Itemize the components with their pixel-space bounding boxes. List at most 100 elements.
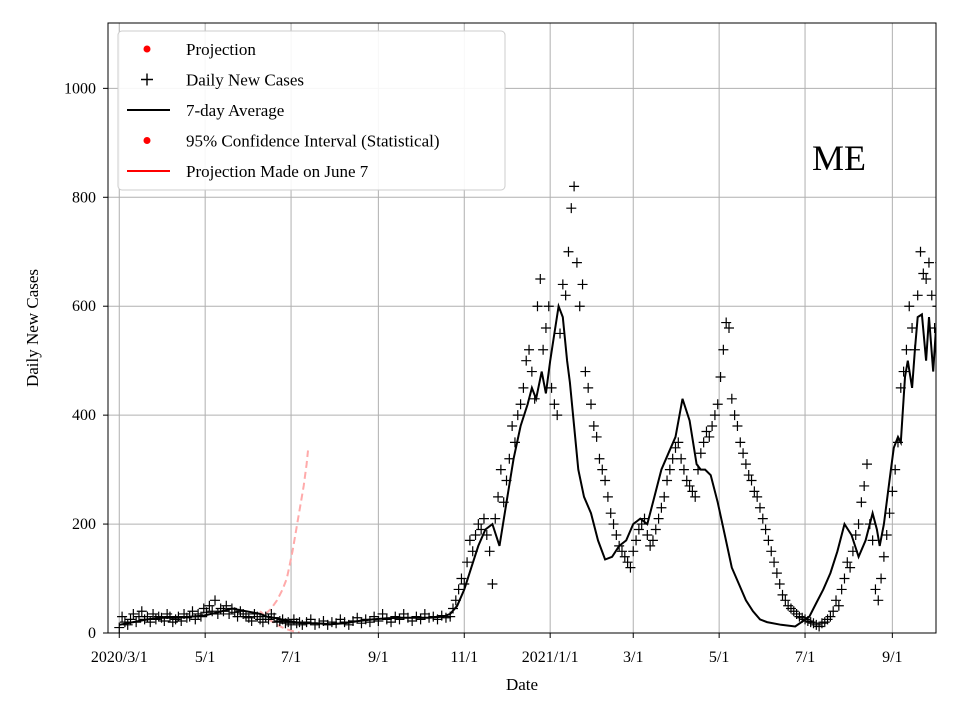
daily-case-marker (645, 540, 656, 551)
daily-case-marker (904, 301, 915, 312)
daily-case-marker (394, 614, 405, 625)
x-axis-label: Date (506, 675, 538, 694)
daily-case-marker (659, 491, 670, 502)
daily-case-marker (929, 323, 936, 333)
daily-case-marker (597, 464, 608, 475)
daily-case-marker (495, 464, 506, 475)
daily-case-marker (128, 608, 139, 619)
daily-case-marker (605, 508, 616, 519)
legend-box (117, 30, 506, 191)
daily-case-marker (780, 595, 791, 606)
daily-case-marker (512, 410, 523, 421)
daily-case-marker (757, 513, 768, 524)
daily-case-marker (518, 382, 529, 393)
daily-case-marker (752, 491, 763, 502)
x-tick-label: 5/1 (195, 649, 215, 666)
daily-case-marker (515, 399, 526, 410)
daily-case-marker (650, 524, 661, 535)
daily-case-marker (881, 529, 892, 540)
daily-case-marker (326, 617, 337, 628)
daily-case-marker (698, 437, 709, 448)
daily-case-marker (918, 268, 929, 279)
daily-case-marker (726, 393, 737, 404)
daily-case-marker (707, 421, 718, 432)
daily-case-marker (524, 344, 535, 355)
daily-case-marker (390, 611, 401, 622)
daily-case-marker (586, 399, 596, 410)
daily-case-marker (588, 421, 599, 432)
daily-case-marker (771, 568, 782, 579)
daily-case-marker (743, 470, 754, 481)
daily-case-marker (538, 344, 549, 355)
daily-case-marker (297, 619, 308, 630)
daily-case-marker (521, 355, 532, 366)
legend-label: Projection Made on June 7 (186, 162, 369, 181)
x-tick-label: 11/1 (450, 649, 478, 666)
daily-case-marker (873, 595, 884, 606)
daily-case-marker (187, 606, 198, 617)
daily-case-marker (569, 181, 580, 192)
daily-case-marker (833, 600, 844, 611)
daily-case-marker (673, 437, 684, 448)
june7-projection-upper-line (265, 450, 309, 615)
daily-case-marker (867, 535, 878, 546)
daily-case-marker (204, 600, 215, 611)
daily-case-marker (921, 273, 932, 284)
daily-case-marker (653, 513, 664, 524)
daily-case-marker (453, 584, 464, 595)
legend-label: 7-day Average (186, 101, 284, 120)
daily-case-marker (631, 535, 642, 546)
daily-case-marker (901, 344, 912, 355)
daily-case-marker (560, 290, 571, 301)
daily-case-marker (549, 399, 560, 410)
daily-case-marker (164, 611, 175, 622)
daily-case-marker (611, 529, 622, 540)
y-tick-label: 800 (72, 189, 96, 206)
daily-case-marker (670, 442, 681, 453)
daily-case-marker (535, 273, 546, 284)
x-tick-label: 9/1 (882, 649, 902, 666)
y-tick-label: 400 (72, 407, 96, 424)
daily-case-marker (721, 317, 732, 328)
y-tick-label: 600 (72, 298, 96, 315)
daily-case-marker (571, 257, 582, 268)
daily-case-marker (907, 323, 918, 333)
daily-case-marker (563, 246, 574, 257)
daily-case-marker (687, 486, 698, 497)
daily-case-marker (701, 426, 712, 437)
daily-case-marker (856, 497, 867, 508)
plot-frame (107, 22, 937, 634)
legend-label: 95% Confidence Interval (Statistical) (186, 132, 440, 151)
daily-case-marker (440, 612, 451, 623)
daily-case-marker (732, 421, 743, 432)
daily-case-marker (662, 475, 673, 486)
daily-case-marker (566, 203, 577, 214)
daily-case-marker (493, 491, 504, 502)
daily-case-marker (724, 323, 734, 333)
daily-case-marker (915, 246, 926, 257)
daily-case-marker (377, 608, 388, 619)
daily-case-marker (749, 486, 760, 497)
y-tick-label: 1000 (64, 80, 96, 97)
daily-case-marker (760, 524, 771, 535)
daily-case-marker (859, 480, 870, 491)
daily-case-marker (718, 344, 729, 355)
seven-day-average-line (119, 302, 936, 628)
daily-case-marker (836, 584, 847, 595)
daily-case-marker (148, 608, 159, 619)
daily-case-marker (642, 529, 653, 540)
daily-case-marker (870, 584, 881, 595)
daily-case-marker (462, 557, 473, 568)
annotation-state: ME (812, 138, 866, 178)
daily-case-marker (464, 535, 475, 546)
daily-case-marker (580, 366, 591, 377)
daily-case-marker (842, 557, 853, 568)
daily-case-marker (232, 611, 243, 622)
daily-case-marker (709, 410, 720, 421)
y-axis-label: Daily New Cases (23, 269, 42, 387)
y-tick-label: 200 (72, 516, 96, 533)
daily-case-marker (647, 535, 658, 546)
daily-case-marker (224, 608, 235, 619)
daily-case-marker (619, 551, 630, 562)
daily-case-marker (532, 301, 543, 312)
